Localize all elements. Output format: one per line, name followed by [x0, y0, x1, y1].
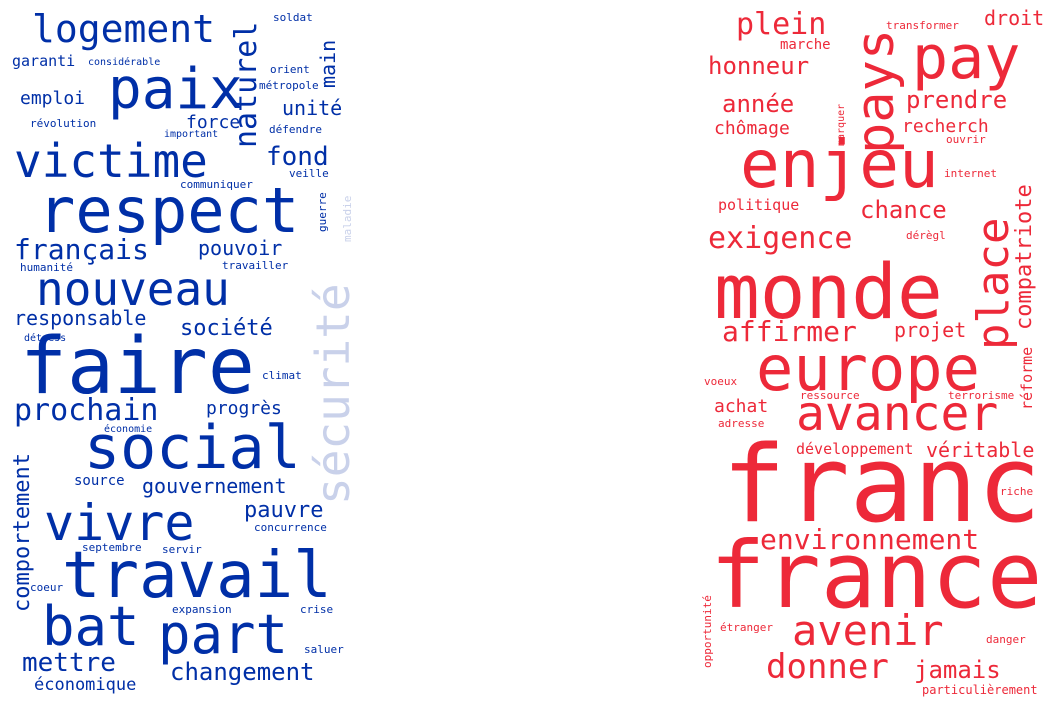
cloud-word: jamais [914, 656, 1001, 684]
cloud-word: monde [714, 247, 943, 336]
cloud-word: économique [34, 675, 137, 695]
cloud-word: adresse [718, 417, 765, 430]
cloud-word: bat [42, 595, 140, 658]
cloud-word: chômage [714, 118, 790, 139]
cloud-word: orient [270, 63, 310, 76]
cloud-word: marche [780, 37, 831, 53]
cloud-word: communiquer [180, 178, 253, 191]
cloud-word: europe [756, 332, 980, 405]
cloud-word: nouveau [36, 262, 230, 316]
cloud-word: mettre [22, 648, 116, 678]
cloud-word: pay [912, 23, 1021, 93]
cloud-word: ressource [800, 389, 860, 402]
cloud-word: important [164, 129, 219, 140]
cloud-word: projet [894, 318, 967, 342]
cloud-word: recherch [902, 116, 989, 137]
cloud-word: travail [62, 539, 332, 613]
cloud-word: soldat [273, 11, 313, 24]
cloud-word: fond [266, 142, 329, 172]
cloud-word: social [84, 413, 301, 483]
cloud-word: avancer [796, 386, 999, 442]
cloud-word: véritable [926, 438, 1035, 462]
cloud-word: révolution [30, 117, 97, 130]
cloud-word: france [710, 522, 1043, 629]
cloud-word: chance [860, 196, 947, 224]
cloud-word: vivre [44, 494, 195, 552]
cloud-word: détress [24, 333, 67, 344]
cloud-word: société [180, 316, 273, 341]
cloud-word: pouvoir [198, 236, 283, 260]
cloud-word: veille [289, 167, 329, 180]
cloud-word: français [14, 233, 149, 266]
cloud-word: honneur [708, 52, 810, 80]
cloud-word: prochain [14, 393, 159, 428]
cloud-word: franc [722, 423, 1042, 546]
cloud-word: droit [984, 6, 1045, 30]
cloud-word: donner [766, 647, 889, 687]
cloud-word: danger [986, 633, 1026, 646]
cloud-word: travailler [222, 259, 289, 272]
cloud-word: maladie [341, 195, 354, 242]
cloud-word: prendre [906, 86, 1008, 114]
cloud-word: politique [718, 196, 800, 214]
cloud-word: source [74, 473, 125, 489]
cloud-word: crise [300, 603, 334, 616]
cloud-word: affirmer [722, 315, 857, 348]
cloud-word: place [968, 217, 1019, 350]
cloud-word: main [316, 39, 340, 88]
cloud-word: unité [282, 96, 343, 120]
cloud-word: gouvernement [142, 474, 287, 498]
cloud-word: paix [108, 57, 243, 122]
cloud-word: enjeu [740, 126, 939, 203]
cloud-word: environnement [760, 523, 980, 556]
cloud-word: ouvrir [946, 133, 986, 146]
cloud-word: saluer [304, 643, 344, 656]
cloud-word: respect [38, 174, 300, 247]
cloud-word: transformer [886, 19, 959, 32]
cloud-word: logement [32, 7, 216, 51]
cloud-word: part [158, 603, 289, 666]
cloud-word: servir [162, 543, 202, 556]
cloud-word: voeux [704, 375, 738, 388]
cloud-word: achat [714, 396, 769, 417]
cloud-word: terrorisme [948, 389, 1015, 402]
cloud-word: force [186, 112, 241, 133]
cloud-word: exigence [708, 221, 853, 256]
cloud-word: emploi [20, 88, 86, 109]
cloud-word: riche [1000, 485, 1034, 498]
cloud-word: pauvre [244, 498, 324, 523]
cloud-word: changement [170, 658, 315, 686]
cloud-word: plein [736, 7, 827, 42]
cloud-word: climat [262, 369, 302, 382]
cloud-word: étranger [720, 621, 773, 634]
cloud-word: défendre [269, 123, 322, 136]
cloud-word: responsable [14, 306, 147, 330]
cloud-word: année [722, 90, 795, 118]
cloud-word: sécurité [306, 283, 360, 505]
cloud-word: progrès [206, 398, 282, 419]
cloud-word: internet [944, 167, 997, 180]
cloud-word: humanité [20, 261, 73, 274]
cloud-word: réforme [1018, 346, 1036, 410]
cloud-word: septembre [82, 541, 142, 554]
cloud-word: concurrence [254, 521, 327, 534]
cloud-word: coeur [30, 581, 64, 594]
cloud-word: faire [20, 322, 255, 412]
cloud-word: guerre [316, 192, 329, 232]
cloud-word: économie [104, 424, 153, 435]
word-cloud-left: logement paix naturel main soldat garant… [0, 0, 360, 713]
cloud-word: victime [14, 134, 208, 188]
cloud-word: opportunité [701, 595, 714, 668]
cloud-word: développement [796, 440, 914, 458]
cloud-word: considérable [88, 57, 161, 68]
cloud-word: particulièrement [922, 683, 1038, 697]
cloud-word: métropole [259, 79, 319, 92]
cloud-word: compatriote [1012, 184, 1037, 330]
cloud-word: avenir [792, 606, 944, 655]
word-cloud-right: plein transformer droit pay pays marche … [700, 0, 1060, 713]
cloud-word: garanti [12, 52, 76, 70]
cloud-word: expansion [172, 603, 232, 616]
cloud-word: dérègl [906, 229, 946, 242]
